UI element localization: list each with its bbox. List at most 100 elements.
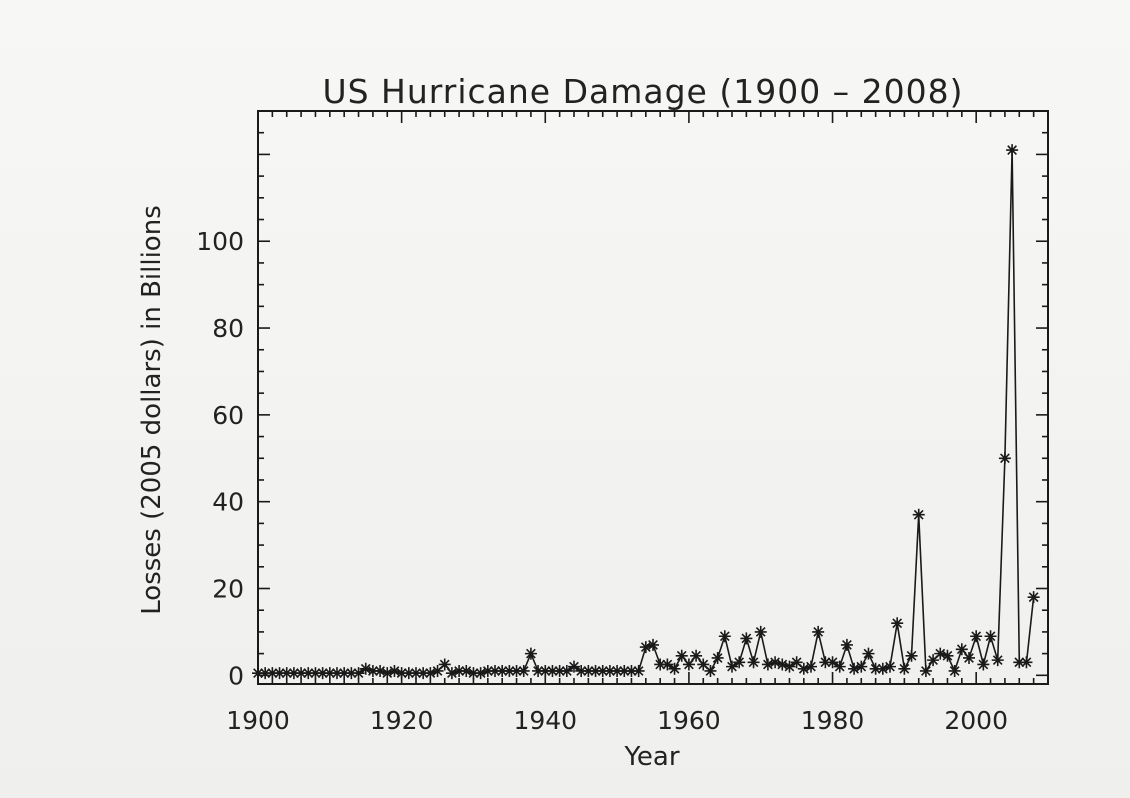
y-axis-tick-labels: 0 20 40 60 80 100: [196, 227, 244, 690]
data-point-1912: [338, 667, 351, 680]
data-point-1971: [761, 658, 774, 671]
data-point-1994: [927, 654, 940, 667]
data-point-1987: [876, 662, 889, 675]
data-point-1935: [503, 664, 516, 677]
x-tick-label: 1940: [513, 706, 577, 735]
data-point-1926: [438, 658, 451, 671]
data-point-1910: [323, 667, 336, 680]
data-point-1995: [934, 647, 947, 660]
data-point-1952: [625, 664, 638, 677]
data-point-1918: [381, 667, 394, 680]
data-point-1951: [618, 664, 631, 677]
x-tick-label: 2000: [944, 706, 1008, 735]
y-axis-label: Losses (2005 dollars) in Billions: [137, 205, 167, 614]
data-point-1997: [948, 664, 961, 677]
data-point-1974: [783, 660, 796, 673]
data-point-1985: [862, 647, 875, 660]
data-point-1921: [402, 667, 415, 680]
data-point-1941: [546, 664, 559, 677]
data-point-1905: [287, 667, 300, 680]
x-axis-ticks: [257, 111, 1049, 684]
data-point-2003: [991, 654, 1004, 667]
data-point-1914: [352, 667, 365, 680]
data-point-1950: [611, 664, 624, 677]
data-point-1982: [840, 638, 853, 651]
data-point-1928: [453, 664, 466, 677]
data-point-1937: [517, 664, 530, 677]
data-point-1908: [309, 667, 322, 680]
data-point-1953: [632, 664, 645, 677]
data-point-1954: [639, 641, 652, 654]
data-point-1989: [891, 617, 904, 630]
data-point-1927: [445, 667, 458, 680]
data-point-1962: [697, 658, 710, 671]
y-tick-label: 20: [212, 575, 244, 604]
data-point-1944: [568, 660, 580, 673]
data-point-1988: [884, 660, 896, 673]
data-point-1984: [855, 660, 868, 673]
data-point-2002: [984, 630, 997, 643]
x-tick-label: 1960: [657, 706, 721, 735]
data-point-1996: [941, 649, 954, 662]
data-point-1946: [582, 664, 595, 677]
data-point-2004: [998, 452, 1011, 465]
data-point-2000: [970, 630, 983, 643]
data-point-1990: [898, 662, 911, 675]
data-point-1932: [481, 664, 494, 677]
y-tick-label: 0: [228, 661, 244, 690]
data-point-1976: [797, 662, 810, 675]
chart-axes: 1900 1920 1940 1960 1980 2000 0 20 40 60 80 100: [196, 110, 1049, 735]
data-point-1965: [718, 630, 731, 643]
data-point-1957: [661, 658, 674, 671]
data-point-1945: [575, 664, 588, 677]
data-point-1992: [912, 508, 925, 521]
data-point-2008: [1027, 591, 1040, 604]
data-point-1955: [647, 638, 659, 651]
data-point-1983: [848, 662, 861, 675]
data-point-1907: [302, 667, 315, 680]
data-point-1917: [374, 664, 387, 677]
data-point-1947: [589, 664, 602, 677]
data-point-1911: [331, 667, 343, 680]
data-point-1923: [417, 667, 430, 680]
data-point-1968: [740, 632, 753, 645]
data-point-1924: [424, 667, 437, 680]
data-point-1919: [388, 664, 401, 677]
data-point-1933: [489, 664, 501, 677]
data-point-1991: [905, 649, 918, 662]
data-point-2005: [1006, 144, 1019, 157]
data-point-1940: [539, 664, 552, 677]
y-tick-label: 100: [196, 227, 244, 256]
data-point-1964: [711, 651, 724, 664]
plot-area-frame: [257, 110, 1049, 685]
data-point-1938: [524, 647, 537, 660]
data-point-1936: [510, 664, 523, 677]
data-point-1993: [919, 664, 932, 677]
data-point-1931: [474, 667, 487, 680]
data-point-1978: [812, 625, 825, 638]
x-tick-label: 1980: [801, 706, 865, 735]
data-point-1929: [460, 664, 473, 677]
data-point-1903: [273, 667, 286, 680]
data-point-1922: [410, 667, 422, 680]
data-point-1925: [431, 664, 444, 677]
data-point-1998: [955, 643, 968, 656]
data-point-1900: [252, 667, 264, 680]
data-point-2001: [977, 658, 990, 671]
data-point-1970: [754, 625, 767, 638]
data-point-1969: [747, 656, 760, 669]
x-axis-tick-labels: 1900 1920 1940 1960 1980 2000: [226, 706, 1008, 735]
chart-title: US Hurricane Damage (1900 – 2008): [322, 72, 963, 111]
data-point-2007: [1020, 656, 1033, 669]
data-point-1973: [776, 658, 789, 671]
data-point-1904: [280, 667, 293, 680]
data-point-1961: [690, 649, 703, 662]
data-point-1939: [532, 664, 545, 677]
data-point-1972: [769, 656, 782, 669]
x-tick-label: 1900: [226, 706, 290, 735]
data-point-1979: [819, 656, 832, 669]
data-point-1963: [704, 664, 717, 677]
data-point-1966: [726, 660, 738, 673]
x-tick-label: 1920: [370, 706, 434, 735]
